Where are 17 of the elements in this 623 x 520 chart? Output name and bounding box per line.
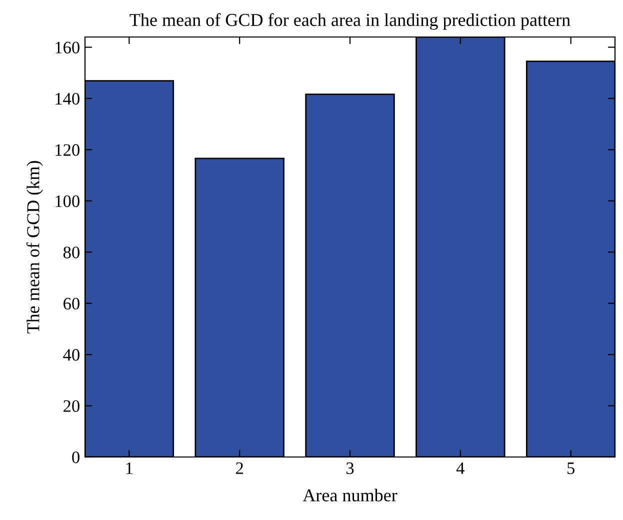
x-tick-label: 4 — [456, 462, 464, 474]
y-tick-label: 20 — [64, 400, 80, 412]
y-tick-label: 0 — [72, 451, 80, 464]
y-axis-title: The mean of GCD (km) — [26, 161, 43, 334]
y-tick-label: 60 — [64, 298, 80, 310]
x-axis-title: Area number — [302, 488, 398, 502]
chart-title: The mean of GCD for each area in landing prediction pattern — [130, 13, 570, 30]
x-tick-label: 5 — [568, 462, 574, 474]
y-tick-label: 80 — [63, 246, 80, 258]
x-tick-label: 3 — [346, 462, 354, 474]
x-tick-label: 2 — [236, 462, 243, 474]
y-tick-label: 100 — [56, 195, 80, 208]
y-tick-label: 140 — [56, 92, 80, 105]
y-tick-label: 160 — [56, 42, 80, 54]
y-tick-label: 120 — [56, 144, 80, 156]
x-tick-label: 1 — [126, 462, 132, 474]
y-tick-label: 40 — [63, 349, 80, 361]
